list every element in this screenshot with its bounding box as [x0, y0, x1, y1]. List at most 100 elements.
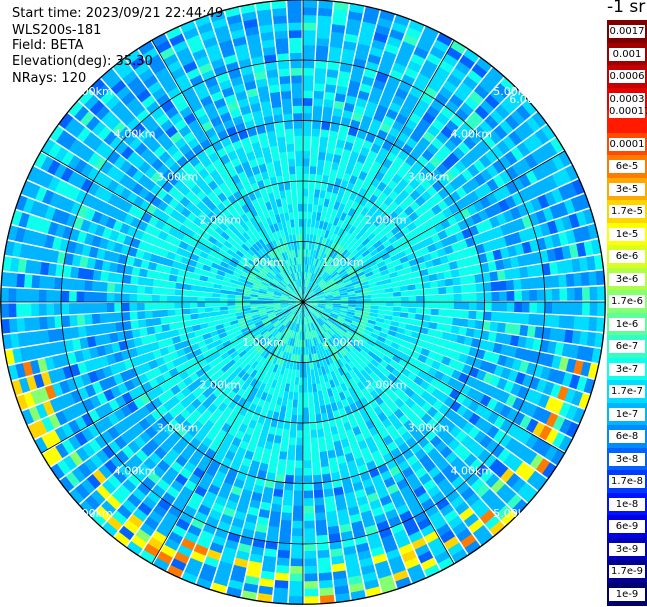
range-gate-cell [328, 199, 336, 209]
range-gate-cell [340, 356, 348, 366]
range-gate-cell [303, 256, 306, 265]
range-gate-cell [249, 378, 258, 388]
range-gate-cell [459, 318, 469, 328]
range-gate-cell [318, 197, 325, 206]
range-gate-cell [282, 318, 289, 326]
range-gate-cell [312, 265, 317, 274]
range-gate-cell [472, 524, 489, 540]
range-gate-cell [303, 296, 309, 302]
range-gate-cell [449, 133, 463, 147]
range-gate-cell [362, 139, 373, 150]
range-gate-cell [343, 102, 355, 113]
range-gate-cell [311, 322, 316, 331]
range-gate-cell [370, 236, 380, 245]
range-gate-cell [563, 199, 576, 215]
range-gate-cell [190, 343, 200, 352]
range-gate-cell [325, 297, 334, 300]
range-gate-cell [227, 214, 237, 224]
range-gate-cell [350, 200, 360, 211]
range-gate-cell [328, 130, 339, 140]
range-gate-cell [250, 545, 265, 556]
range-gate-cell [506, 493, 523, 510]
range-gate-cell [107, 322, 117, 333]
range-gate-cell [240, 136, 251, 147]
range-gate-cell [327, 449, 337, 459]
range-gate-cell [365, 100, 378, 112]
range-gate-cell [318, 572, 333, 582]
range-gate-cell [444, 316, 454, 325]
range-gate-cell [275, 357, 282, 366]
range-gate-cell [265, 393, 273, 403]
range-gate-cell [189, 302, 198, 308]
range-gate-cell [348, 506, 360, 517]
colorbar-swatch: 1.7e-7 [607, 380, 647, 403]
range-gate-cell [524, 337, 535, 350]
range-gate-cell [214, 319, 223, 326]
range-gate-cell [263, 384, 271, 394]
range-gate-cell [254, 380, 262, 390]
range-gate-cell [595, 270, 605, 286]
range-gate-cell [483, 292, 493, 302]
range-gate-cell [449, 94, 464, 108]
range-gate-cell [188, 357, 199, 367]
range-gate-cell [253, 371, 262, 381]
range-gate-cell [320, 382, 327, 391]
range-gate-cell [494, 463, 509, 478]
range-gate-cell [258, 270, 267, 278]
range-gate-cell [424, 357, 435, 367]
range-gate-cell [367, 409, 378, 420]
range-gate-cell [114, 197, 126, 210]
range-gate-cell [246, 443, 257, 454]
range-gate-cell [435, 66, 450, 80]
range-gate-cell [98, 237, 109, 250]
range-gate-cell [175, 473, 188, 486]
range-gate-cell [242, 112, 254, 123]
range-gate-cell [69, 266, 80, 279]
range-gate-cell [537, 145, 551, 162]
range-gate-cell [391, 316, 401, 322]
range-gate-cell [532, 406, 545, 421]
range-gate-cell [566, 421, 580, 438]
range-gate-cell [332, 16, 347, 26]
range-gate-cell [161, 492, 176, 505]
range-gate-cell [290, 306, 297, 312]
range-gate-cell [482, 350, 493, 362]
range-gate-cell [252, 352, 261, 361]
range-gate-cell [277, 60, 290, 70]
range-gate-cell [385, 306, 394, 312]
range-gate-cell [272, 496, 283, 506]
range-gate-cell [303, 7, 317, 16]
range-gate-cell [147, 537, 164, 551]
range-gate-cell [281, 375, 288, 384]
range-gate-cell [291, 82, 302, 91]
range-gate-cell [414, 283, 424, 290]
range-gate-cell [257, 249, 265, 258]
range-gate-cell [317, 436, 326, 445]
range-gate-cell [293, 120, 303, 129]
range-gate-cell [278, 262, 284, 271]
range-gate-cell [319, 316, 327, 323]
range-gate-cell [230, 28, 246, 40]
range-gate-cell [270, 199, 278, 209]
range-gate-cell [78, 256, 89, 268]
range-gate-cell [433, 39, 450, 53]
range-gate-cell [336, 317, 345, 323]
range-gate-cell [316, 37, 330, 47]
range-gate-cell [20, 180, 34, 197]
range-gate-cell [55, 130, 71, 146]
range-gate-cell [413, 485, 427, 498]
range-gate-cell [201, 69, 216, 82]
range-gate-cell [82, 193, 94, 207]
range-gate-cell [140, 232, 151, 243]
range-gate-cell [574, 302, 583, 316]
range-gate-cell [383, 196, 394, 207]
range-gate-cell [355, 97, 368, 108]
range-gate-cell [235, 146, 246, 158]
range-gate-cell [95, 200, 108, 213]
range-gate-cell [521, 290, 530, 301]
range-gate-cell [321, 174, 330, 184]
range-gate-cell [357, 187, 367, 198]
range-gate-cell [99, 313, 108, 324]
range-gate-cell [438, 309, 447, 317]
range-gate-cell [310, 437, 319, 446]
